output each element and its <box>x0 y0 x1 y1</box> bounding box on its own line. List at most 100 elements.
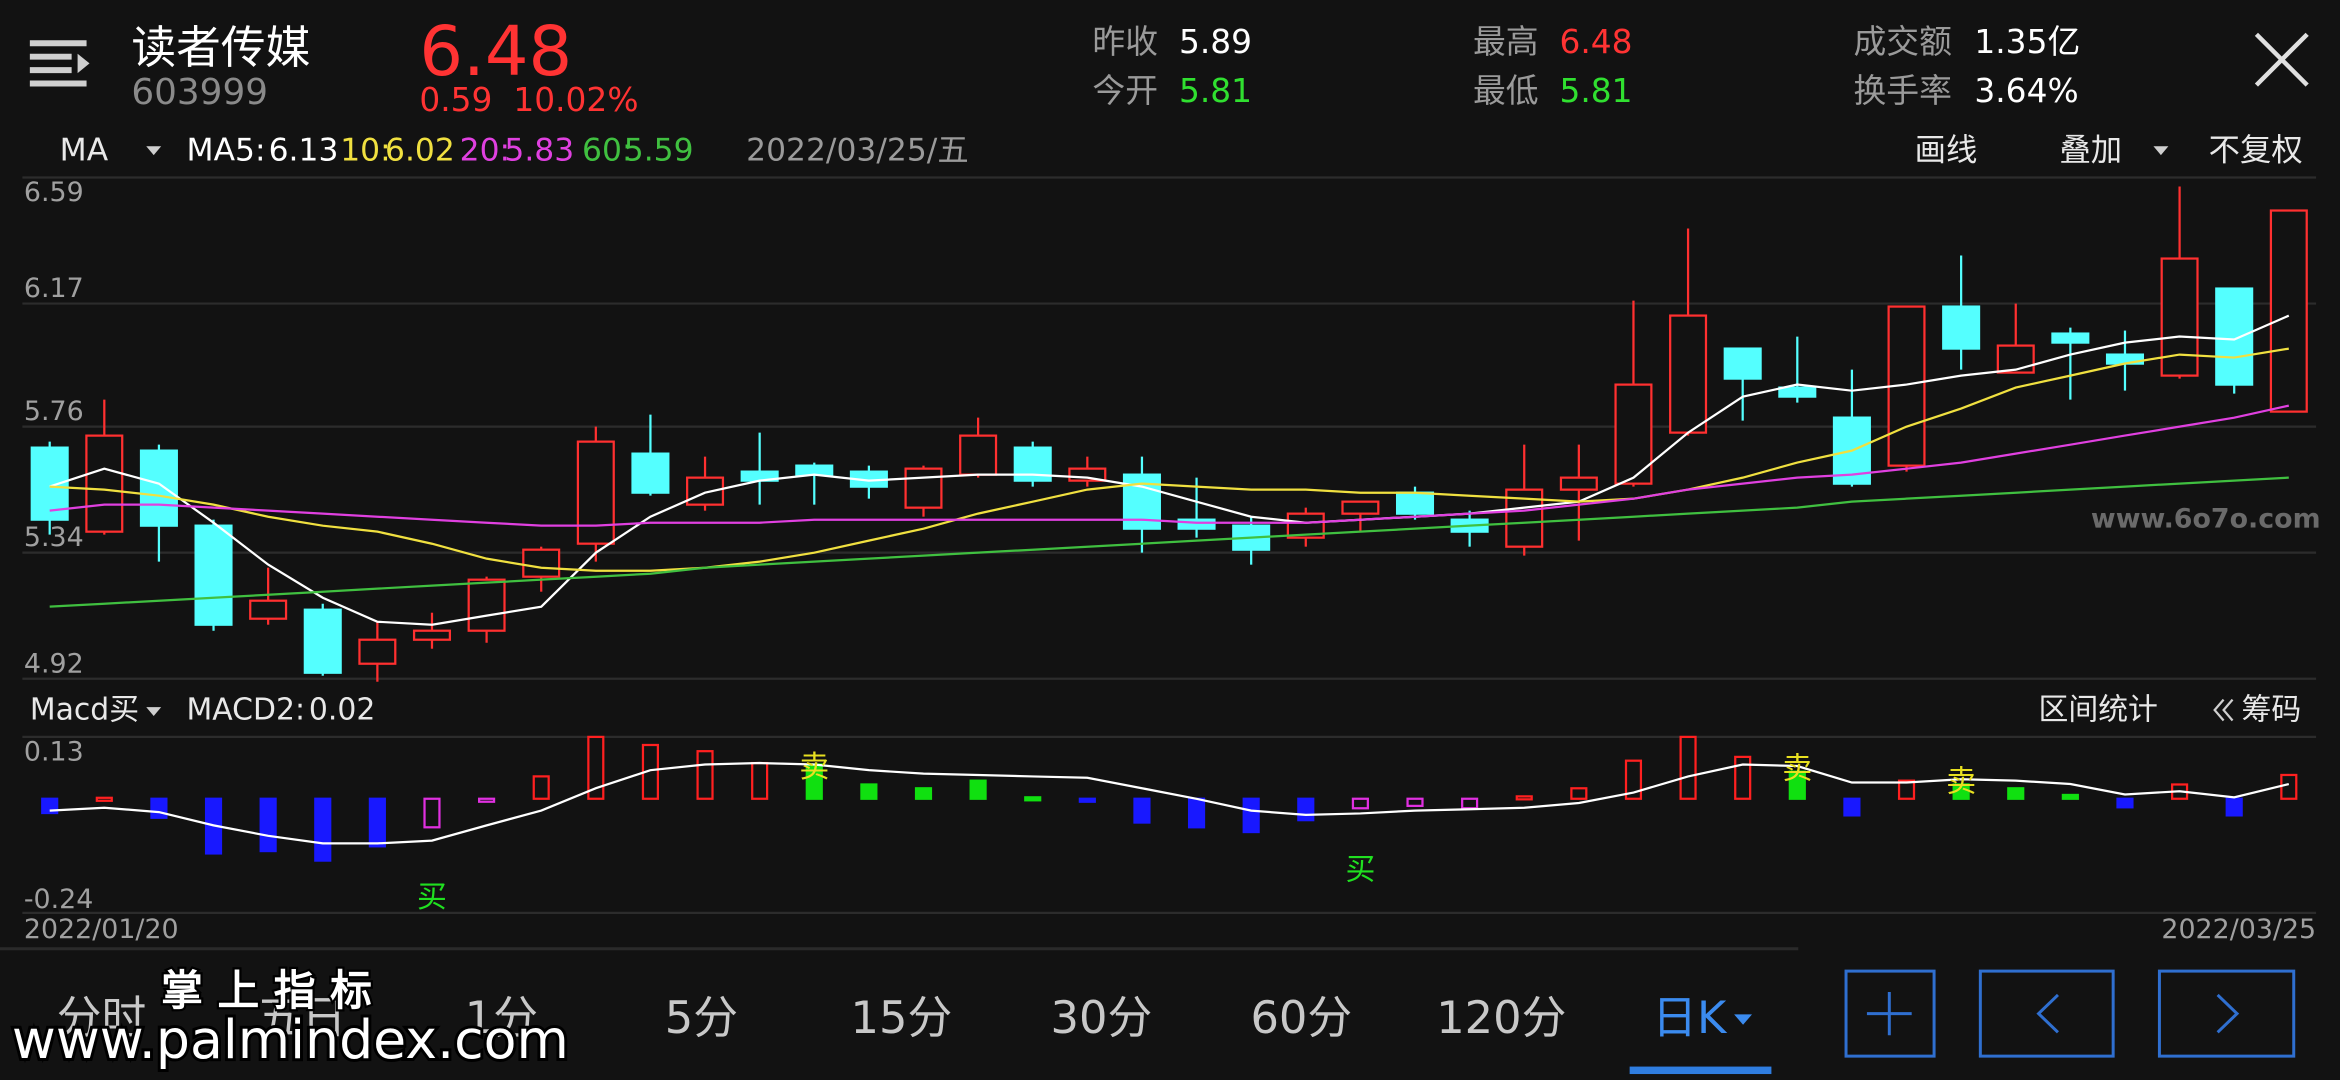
tool[interactable]: 筹码 <box>2242 693 2302 728</box>
y-tick-label: -0.24 <box>24 884 93 915</box>
y-tick-label: 5.34 <box>24 522 84 553</box>
add-button[interactable] <box>1844 969 1936 1058</box>
legend-label: 10: <box>340 133 390 169</box>
legend-value: 6.02 <box>385 133 455 169</box>
tab[interactable]: 分时 <box>57 991 147 1044</box>
macd-bar <box>1515 795 1533 801</box>
candle-body <box>1669 314 1708 434</box>
stock-code: 603999 <box>131 72 268 113</box>
stat-value: 5.89 <box>1179 23 1252 61</box>
tab[interactable]: 5分 <box>665 991 738 1044</box>
y-tick-label: 4.92 <box>24 648 84 679</box>
macd-bar <box>1788 770 1806 800</box>
stat-value: 5.81 <box>1179 72 1252 110</box>
candle-body <box>194 524 233 626</box>
dropdown-arrow[interactable] <box>2153 146 2169 156</box>
candle-body <box>467 578 506 632</box>
candle-body <box>631 452 670 494</box>
macd-bar <box>1133 797 1151 824</box>
candle-body <box>904 467 943 509</box>
legend-label: 60: <box>582 133 632 169</box>
candle-body <box>358 638 397 665</box>
dropdown-arrow[interactable] <box>1734 1014 1753 1025</box>
macd-bar <box>314 797 332 862</box>
action[interactable]: 叠加 <box>2059 133 2122 169</box>
left-icon <box>2036 993 2059 1034</box>
tab[interactable]: 60分 <box>1250 991 1352 1044</box>
menu-icon[interactable] <box>29 40 90 87</box>
candle-body <box>795 464 834 476</box>
macd-bar <box>1679 735 1697 800</box>
macd-bar <box>1242 797 1260 834</box>
candle-body <box>303 608 342 674</box>
indicator[interactable]: MA <box>60 133 109 169</box>
change-pct: 10.02% <box>513 81 638 119</box>
stat-label: 换手率 <box>1853 72 1951 110</box>
plus-icon <box>1866 991 1912 1036</box>
stock-name: 读者传媒 <box>131 21 310 74</box>
stat-label: 昨收 <box>1092 23 1158 61</box>
action[interactable]: 画线 <box>1915 133 1978 169</box>
macd-bar <box>2225 797 2243 817</box>
indicator[interactable]: Macd买 <box>30 693 139 728</box>
macd-bar <box>1297 797 1315 822</box>
candle-body <box>576 440 615 545</box>
candle-body <box>1341 500 1380 515</box>
macd-bar <box>1024 796 1042 802</box>
candle-body <box>412 629 452 641</box>
action[interactable]: 不复权 <box>2209 133 2303 169</box>
macd-bar <box>478 797 496 803</box>
ma-line <box>49 404 2290 527</box>
macd-bar <box>1351 797 1369 810</box>
candle-body <box>1778 386 1817 398</box>
tab-underline <box>1629 1066 1772 1075</box>
tab[interactable]: 日K <box>1652 991 1728 1044</box>
macd-bar <box>969 779 987 800</box>
tab[interactable]: 五日 <box>257 991 347 1044</box>
candle-body <box>2160 257 2199 377</box>
tab[interactable]: 1分 <box>465 991 538 1044</box>
stat-value: 5.81 <box>1560 72 1633 110</box>
macd-bar <box>1570 787 1588 800</box>
next-button[interactable] <box>2157 969 2296 1058</box>
price: 6.48 <box>419 12 572 92</box>
x-tick-label: 2022/01/20 <box>24 914 179 945</box>
tab[interactable]: 30分 <box>1050 991 1152 1044</box>
macd-bar <box>2061 793 2079 800</box>
watermark: www.6o7o.com <box>2091 504 2321 535</box>
close-icon[interactable] <box>2254 32 2309 87</box>
chevron-icon[interactable] <box>2213 698 2234 722</box>
candle-body <box>686 476 725 506</box>
dropdown-arrow[interactable] <box>146 146 162 156</box>
candle-body <box>139 449 178 527</box>
candle-body <box>1177 518 1216 530</box>
signal: 买 <box>1345 853 1375 888</box>
signal: 买 <box>417 880 447 915</box>
tool[interactable]: 区间统计 <box>2039 693 2158 728</box>
macd-bar <box>1624 759 1643 800</box>
ma-line <box>49 347 2289 572</box>
stat-label: 最高 <box>1473 23 1539 61</box>
macd-line <box>49 761 2290 845</box>
macd-bar <box>259 797 277 853</box>
signal: 卖 <box>799 750 829 785</box>
dropdown-arrow[interactable] <box>146 707 162 717</box>
ma-line <box>49 314 2290 626</box>
macd-bar <box>1406 797 1424 808</box>
signal: 卖 <box>1782 751 1812 786</box>
stat-value: 1.35亿 <box>1974 23 2080 61</box>
stat-label: 成交额 <box>1853 23 1951 61</box>
candle-body <box>249 599 288 620</box>
candle-body <box>2215 287 2254 386</box>
macd-bar <box>2116 797 2134 809</box>
tab[interactable]: 15分 <box>851 991 953 1044</box>
prev-button[interactable] <box>1978 969 2115 1058</box>
legend-value: 5.59 <box>624 133 694 169</box>
candle-body <box>1559 476 1598 491</box>
legend-value: 6.13 <box>269 133 339 169</box>
tab[interactable]: 120分 <box>1436 991 1566 1044</box>
legend-label: 20: <box>460 133 510 169</box>
readout-label: MACD2: <box>187 693 305 728</box>
stat-label: 今开 <box>1092 72 1158 110</box>
